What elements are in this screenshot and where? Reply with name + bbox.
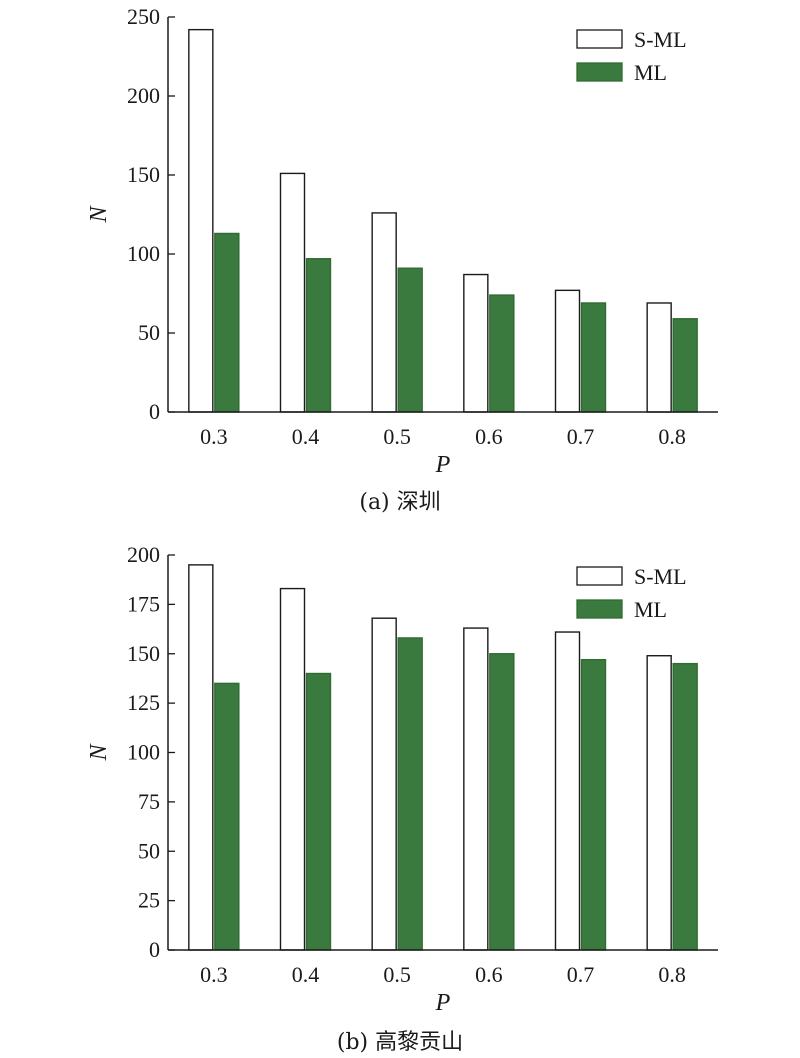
- chart-b-x-tick-label: 0.7: [567, 962, 595, 987]
- chart-a: 0 50 100 150 200 250 0.3 0.4 0.5 0.6 0.7 0.8 P N S-ML M…: [86, 4, 718, 515]
- chart-a-bar-ml-0.3: [214, 232, 240, 413]
- chart-a-x-tick-label: 0.6: [475, 424, 503, 449]
- chart-a-bar-s-ml-0.5: [371, 212, 397, 413]
- chart-b-y-tick-label: 150: [127, 641, 160, 666]
- chart-a-x-tick-label: 0.5: [383, 424, 411, 449]
- chart-b-x-tick-label: 0.4: [292, 962, 320, 987]
- chart-b-bar-ml-0.8: [672, 662, 698, 951]
- chart-b-svg: 0 25 50 75 100 125 150 175 200 0.3 0.4 0.5 0.6 0.7 0.8…: [86, 542, 718, 1016]
- chart-a-bar-ml-0.4: [305, 258, 332, 413]
- chart-a-y-tick-label: 50: [138, 320, 160, 345]
- chart-a-caption: (a) 深圳: [359, 490, 441, 515]
- chart-a-bar-ml-0.8: [672, 318, 698, 413]
- chart-a-x-tick-label: 0.4: [292, 424, 320, 449]
- chart-b-x-tick-label: 0.6: [475, 962, 503, 987]
- chart-b-bar-ml-0.3: [214, 682, 240, 951]
- chart-b-legend-label-ml: ML: [634, 597, 667, 622]
- chart-b-y-tick-label: 125: [127, 690, 160, 715]
- chart-a-x-axis-title: P: [435, 452, 451, 478]
- chart-b-y-tick-label: 100: [127, 740, 160, 765]
- chart-a-x-tick-label: 0.8: [658, 424, 686, 449]
- chart-b-legend-swatch-ml: [576, 599, 623, 619]
- chart-b-y-axis-title: N: [86, 743, 112, 762]
- chart-b-y-tick-label: 75: [138, 789, 160, 814]
- chart-a-y-tick-label: 150: [127, 162, 160, 187]
- chart-a-y-tick-label: 250: [127, 4, 160, 29]
- chart-b-y-tick-label: 0: [149, 937, 160, 962]
- chart-b-bar-s-ml-0.3: [188, 564, 214, 951]
- chart-b-y-tick-label: 200: [127, 542, 160, 567]
- chart-a-bar-ml-0.6: [489, 294, 515, 413]
- chart-a-bar-ml-0.7: [580, 302, 607, 413]
- chart-b-bar-s-ml-0.5: [371, 617, 397, 951]
- chart-a-bar-s-ml-0.4: [279, 172, 306, 413]
- chart-a-y-tick-label: 200: [127, 83, 160, 108]
- chart-a-y-tick-label: 100: [127, 241, 160, 266]
- chart-b-bar-ml-0.7: [580, 658, 607, 951]
- chart-b-bar-s-ml-0.7: [554, 631, 581, 951]
- chart-a-svg: 0 50 100 150 200 250 0.3 0.4 0.5 0.6 0.7 0.8 P N S-ML M…: [86, 4, 718, 478]
- chart-b-caption: (b) 高黎贡山: [336, 1030, 464, 1055]
- chart-b-bar-s-ml-0.6: [463, 627, 489, 951]
- chart-a-bar-s-ml-0.7: [554, 289, 581, 413]
- chart-b-y-tick-label: 25: [138, 888, 160, 913]
- chart-a-bar-s-ml-0.3: [188, 28, 214, 413]
- chart-a-legend-label-ml: ML: [634, 60, 667, 85]
- chart-a-x-tick-label: 0.7: [567, 424, 595, 449]
- chart-b-legend-swatch-s-ml: [576, 566, 623, 586]
- chart-a-bar-s-ml-0.6: [463, 273, 489, 413]
- chart-b-x-tick-label: 0.8: [658, 962, 686, 987]
- chart-a-y-tick-label: 0: [149, 399, 160, 424]
- chart-a-legend-label-s-ml: S-ML: [634, 27, 687, 52]
- chart-b-x-axis-title: P: [435, 990, 451, 1016]
- chart-b-x-tick-label: 0.5: [383, 962, 411, 987]
- chart-a-x-tick-label: 0.3: [200, 424, 228, 449]
- chart-b-bar-s-ml-0.4: [279, 587, 306, 951]
- chart-b-legend-label-s-ml: S-ML: [634, 564, 687, 589]
- chart-b-bar-ml-0.4: [305, 672, 332, 951]
- chart-b-bar-s-ml-0.8: [646, 655, 672, 951]
- chart-b-y-tick-label: 175: [127, 591, 160, 616]
- chart-b: 0 25 50 75 100 125 150 175 200 0.3 0.4 0.5 0.6 0.7 0.8…: [0, 529, 800, 1058]
- chart-b-y-tick-label: 50: [138, 838, 160, 863]
- chart-a-y-axis-title: N: [86, 205, 112, 224]
- chart-b-bar-ml-0.5: [397, 637, 423, 951]
- chart-b-bar-ml-0.6: [489, 653, 515, 951]
- chart-a-legend-swatch-ml: [576, 62, 623, 82]
- chart-a-legend-swatch-s-ml: [576, 29, 623, 49]
- chart-b-x-tick-label: 0.3: [200, 962, 228, 987]
- chart-a-bar-s-ml-0.8: [646, 302, 672, 413]
- chart-a-bar-ml-0.5: [397, 267, 423, 413]
